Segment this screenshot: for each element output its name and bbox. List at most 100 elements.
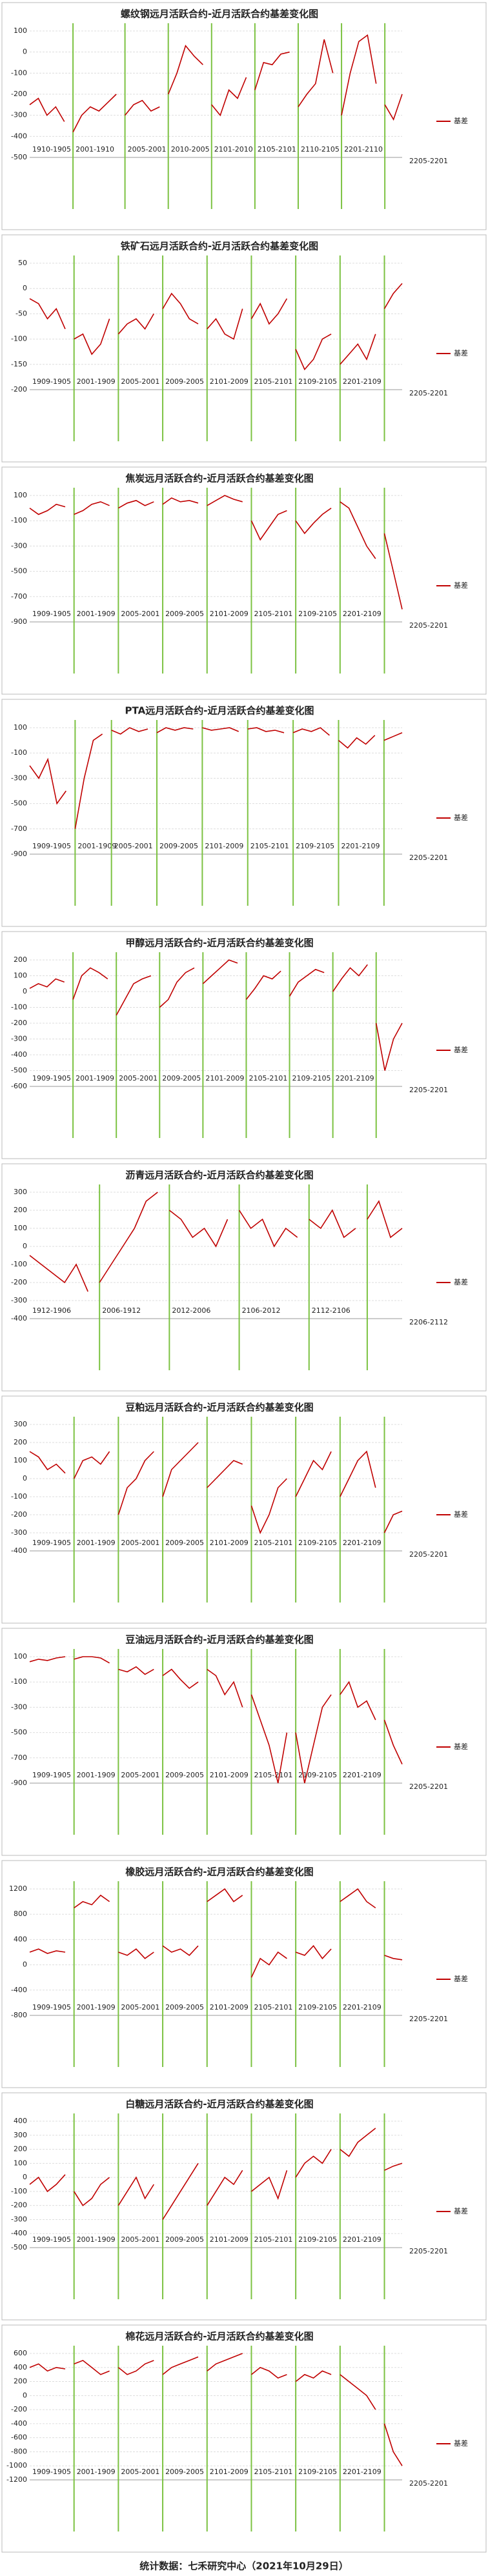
series-line xyxy=(251,2366,287,2379)
y-tick-label: 100 xyxy=(14,2159,27,2167)
period-label: 2006-1912 xyxy=(102,1306,141,1315)
series-line xyxy=(295,2149,332,2178)
y-tick-label: 0 xyxy=(23,2173,27,2181)
y-tick-label: -300 xyxy=(11,541,27,550)
series-line xyxy=(72,967,108,1000)
period-label: 2101-2009 xyxy=(205,842,243,850)
legend-label: 基差 xyxy=(454,2206,468,2215)
y-tick-label: 100 xyxy=(14,491,27,499)
period-label: 2105-2101 xyxy=(250,842,289,850)
series-line xyxy=(162,1945,199,1956)
period-label: 2101-2009 xyxy=(210,2468,249,2476)
y-tick-label: 600 xyxy=(14,2349,27,2357)
series-line xyxy=(29,1656,66,1662)
period-label: 2005-2001 xyxy=(119,1074,158,1083)
series-line xyxy=(383,1719,403,1764)
legend-label: 基差 xyxy=(454,1045,468,1054)
series-line xyxy=(295,1451,332,1497)
y-tick-label: 0 xyxy=(23,1474,27,1483)
period-label: 2101-2009 xyxy=(210,2235,249,2244)
period-label: 2009-2005 xyxy=(162,1074,201,1083)
period-label: 2201-2109 xyxy=(343,2468,381,2476)
series-line xyxy=(250,510,287,541)
y-tick-label: 400 xyxy=(14,2117,27,2125)
series-line xyxy=(29,97,65,122)
chart-title: 橡胶远月活跃合约-近月活跃合约基差变化图 xyxy=(125,1866,313,1878)
series-line xyxy=(250,1694,288,1784)
y-tick-label: -500 xyxy=(11,1066,27,1075)
chart-title: 沥青远月活跃合约-近月活跃合约基差变化图 xyxy=(125,1170,313,1181)
period-label: 2001-1909 xyxy=(77,1539,116,1547)
period-label: 2001-1909 xyxy=(77,610,116,618)
panel xyxy=(1,1163,487,1392)
series-line xyxy=(74,2359,110,2375)
y-tick-label: -200 xyxy=(11,1019,27,1027)
y-tick-label: -100 xyxy=(11,335,27,343)
y-tick-label: -400 xyxy=(11,2229,27,2237)
period-label: 2005-2001 xyxy=(121,2468,159,2476)
series-line xyxy=(118,1948,154,1959)
y-tick-label: 100 xyxy=(14,26,27,35)
y-tick-label: -600 xyxy=(11,2433,27,2442)
y-tick-label: -100 xyxy=(11,1003,27,1012)
y-tick-label: 400 xyxy=(14,1935,27,1943)
series-line xyxy=(74,1656,110,1664)
period-label: 2205-2201 xyxy=(409,389,448,397)
y-tick-label: -500 xyxy=(11,799,27,808)
period-label: 2105-2101 xyxy=(258,145,296,154)
period-label: 2110-2105 xyxy=(301,145,340,154)
series-line xyxy=(238,1210,298,1248)
period-label: 2206-2112 xyxy=(409,1318,448,1326)
period-label: 2101-2009 xyxy=(205,1074,244,1083)
series-line xyxy=(111,727,148,735)
y-tick-label: -100 xyxy=(11,1492,27,1501)
legend-label: 基差 xyxy=(454,116,468,125)
period-label: 2109-2105 xyxy=(298,2468,337,2476)
chart-title: 焦炭远月活跃合约-近月活跃合约基差变化图 xyxy=(125,473,313,484)
series-line xyxy=(207,2170,243,2206)
period-label: 2201-2109 xyxy=(343,1539,381,1547)
y-tick-label: -800 xyxy=(11,2447,27,2455)
series-line xyxy=(383,732,403,741)
y-tick-label: -100 xyxy=(11,1260,27,1268)
series-line xyxy=(29,1255,88,1292)
panel xyxy=(1,1628,487,1856)
series-line xyxy=(254,51,290,90)
period-label: 2201-2109 xyxy=(343,610,381,618)
series-line xyxy=(118,1666,154,1675)
period-label: 2201-2109 xyxy=(343,2003,381,2012)
series-line xyxy=(295,2370,332,2382)
y-tick-label: 0 xyxy=(23,2391,27,2399)
series-line xyxy=(29,298,66,330)
period-label: 2001-1909 xyxy=(77,1771,116,1779)
y-tick-label: -200 xyxy=(11,90,27,98)
y-tick-label: 800 xyxy=(14,1910,27,1918)
series-line xyxy=(207,495,243,506)
series-line xyxy=(298,39,334,108)
y-tick-label: -400 xyxy=(11,1050,27,1059)
series-line xyxy=(340,2374,376,2410)
period-label: 2112-2106 xyxy=(312,1306,351,1315)
y-tick-label: -100 xyxy=(11,516,27,524)
series-line xyxy=(251,2170,288,2201)
panel xyxy=(1,2092,487,2321)
series-line xyxy=(332,964,368,992)
series-line xyxy=(29,503,66,515)
series-line xyxy=(72,94,117,133)
y-tick-label: -900 xyxy=(11,850,27,858)
series-line xyxy=(74,318,110,355)
series-line xyxy=(247,727,285,734)
period-label: 2009-2005 xyxy=(165,2468,204,2476)
series-line xyxy=(116,975,152,1016)
panel xyxy=(1,466,487,695)
series-line xyxy=(207,308,243,340)
y-tick-label: 200 xyxy=(14,1438,27,1446)
series-line xyxy=(73,1451,110,1479)
series-line xyxy=(375,1023,403,1071)
period-label: 2109-2105 xyxy=(298,2235,337,2244)
period-label: 2009-2005 xyxy=(165,377,204,386)
legend-label: 基差 xyxy=(454,2439,468,2448)
legend-label: 基差 xyxy=(454,1510,468,1519)
y-tick-label: -200 xyxy=(11,2405,27,2413)
